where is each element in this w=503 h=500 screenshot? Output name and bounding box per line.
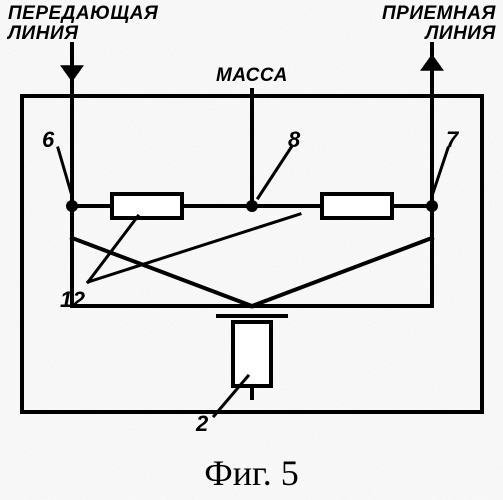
label-tx: ПЕРЕДАЮЩАЯЛИНИЯ <box>8 4 158 44</box>
stage: ПЕРЕДАЮЩАЯЛИНИЯ ПРИЕМНАЯЛИНИЯ МАССА 6 7 … <box>0 0 503 500</box>
label-6: 6 <box>42 128 55 151</box>
figure-caption: Фиг. 5 <box>0 452 503 494</box>
label-8: 8 <box>288 128 301 151</box>
label-mass: МАССА <box>216 66 288 86</box>
label-12: 12 <box>60 288 85 311</box>
label-2: 2 <box>196 412 209 435</box>
label-rx: ПРИЕМНАЯЛИНИЯ <box>382 4 496 44</box>
label-7: 7 <box>446 128 459 151</box>
